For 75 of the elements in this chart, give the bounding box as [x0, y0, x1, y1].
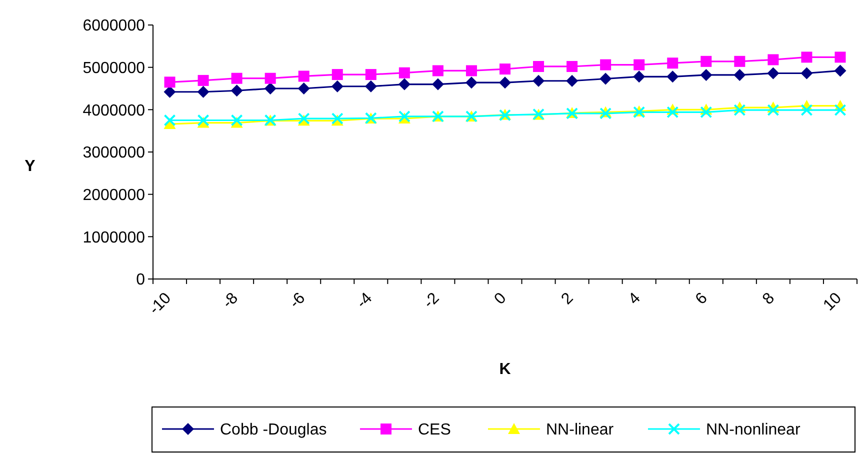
point: [734, 56, 746, 67]
y-tick-label: 5000000: [82, 60, 146, 77]
x-axis-title: K: [499, 361, 512, 378]
point: [332, 69, 343, 80]
x-tick-label: -8: [219, 290, 242, 312]
y-tick-label: 6000000: [82, 18, 146, 35]
point: [264, 82, 276, 94]
point: [465, 76, 478, 89]
x-tick-label: 10: [820, 290, 846, 314]
point: [398, 67, 410, 78]
x-tick-label: -6: [286, 290, 309, 312]
point: [164, 76, 176, 88]
point: [767, 67, 780, 80]
point: [331, 80, 344, 92]
legend-label: CES: [418, 422, 451, 439]
point: [566, 74, 578, 87]
point: [600, 72, 612, 85]
point: [700, 68, 712, 81]
point: [298, 70, 310, 82]
x-tick-label: 8: [760, 290, 778, 308]
point: [398, 78, 410, 90]
point: [500, 64, 510, 75]
y-tick-label: 4000000: [82, 102, 146, 120]
point: [700, 106, 712, 118]
point: [432, 78, 444, 90]
point: [834, 64, 846, 77]
point: [800, 67, 813, 80]
point: [800, 104, 813, 116]
y-tick-label: 0: [136, 272, 146, 289]
point: [198, 74, 209, 86]
point: [666, 106, 679, 118]
point: [365, 69, 376, 80]
legend-label: NN-nonlinear: [706, 422, 801, 439]
x-tick-label: 4: [626, 290, 644, 308]
point: [834, 104, 846, 116]
point: [634, 59, 645, 70]
point: [466, 65, 477, 76]
x-tick-label: 0: [491, 290, 510, 308]
point: [734, 104, 746, 116]
point: [364, 80, 377, 92]
point: [432, 65, 444, 76]
x-tick-label: 6: [692, 290, 711, 308]
point: [298, 82, 310, 94]
point: [230, 114, 243, 126]
point: [532, 74, 545, 87]
point: [600, 59, 612, 70]
point: [767, 104, 780, 116]
point: [834, 52, 846, 63]
point: [734, 68, 746, 81]
point: [230, 84, 243, 97]
point: [666, 70, 679, 83]
point: [667, 58, 678, 69]
point: [700, 56, 712, 67]
x-tick-label: 2: [558, 290, 577, 308]
x-tick-label: -4: [354, 290, 376, 312]
legend-label: NN-linear: [546, 422, 614, 439]
point: [768, 54, 779, 66]
point: [231, 72, 242, 84]
x-tick-label: -10: [146, 290, 175, 318]
y-tick-label: 2000000: [82, 186, 146, 204]
point: [533, 60, 544, 72]
point: [264, 72, 276, 84]
point: [633, 70, 646, 83]
point: [197, 86, 210, 98]
legend-label: Cobb -Douglas: [220, 422, 327, 439]
point: [499, 76, 511, 89]
y-axis-title: Y: [24, 158, 36, 175]
y-tick-label: 3000000: [82, 144, 146, 162]
x-tick-label: -2: [420, 290, 443, 312]
point: [164, 114, 176, 126]
point: [566, 60, 578, 72]
point: [801, 52, 812, 63]
y-tick-label: 1000000: [82, 229, 146, 246]
point: [197, 114, 210, 126]
point: [398, 110, 410, 122]
